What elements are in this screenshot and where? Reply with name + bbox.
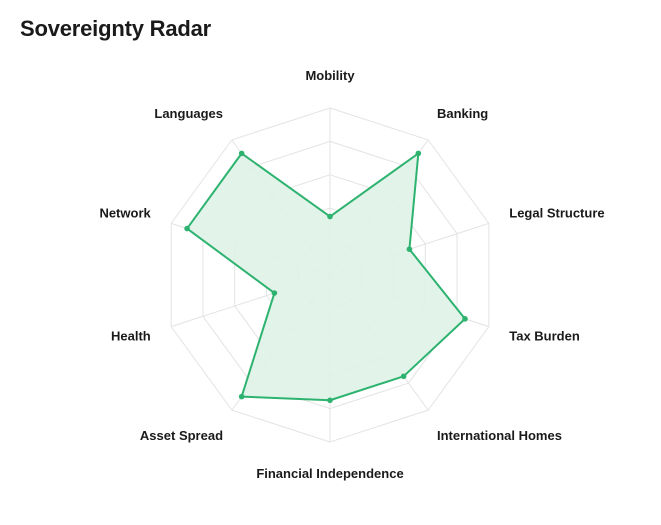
data-point-banking[interactable]: [415, 150, 422, 157]
data-point-international-homes[interactable]: [400, 373, 407, 380]
axis-label-network: Network: [99, 206, 151, 221]
radar-series: [184, 150, 468, 404]
axis-label-tax-burden: Tax Burden: [509, 328, 580, 343]
axis-label-health: Health: [111, 328, 151, 343]
data-point-tax-burden[interactable]: [462, 316, 468, 322]
axis-label-mobility: Mobility: [305, 68, 355, 83]
data-point-asset-spread[interactable]: [238, 393, 245, 400]
axis-labels: Mobility Banking Legal Structure Tax Burden…: [99, 68, 604, 481]
data-point-financial-independence[interactable]: [327, 397, 333, 404]
axis-label-international-homes: International Homes: [437, 428, 562, 443]
data-point-mobility[interactable]: [327, 213, 333, 220]
axis-label-asset-spread: Asset Spread: [140, 428, 223, 443]
data-point-health[interactable]: [271, 290, 278, 296]
axis-label-languages: Languages: [154, 106, 223, 121]
data-point-network[interactable]: [184, 225, 190, 232]
chart-title: Sovereignty Radar: [20, 16, 212, 41]
data-point-legal-structure[interactable]: [406, 246, 413, 252]
axis-label-financial-independence: Financial Independence: [256, 466, 403, 481]
axis-label-banking: Banking: [437, 106, 488, 121]
data-point-languages[interactable]: [238, 150, 245, 157]
axis-label-legal-structure: Legal Structure: [509, 206, 604, 221]
